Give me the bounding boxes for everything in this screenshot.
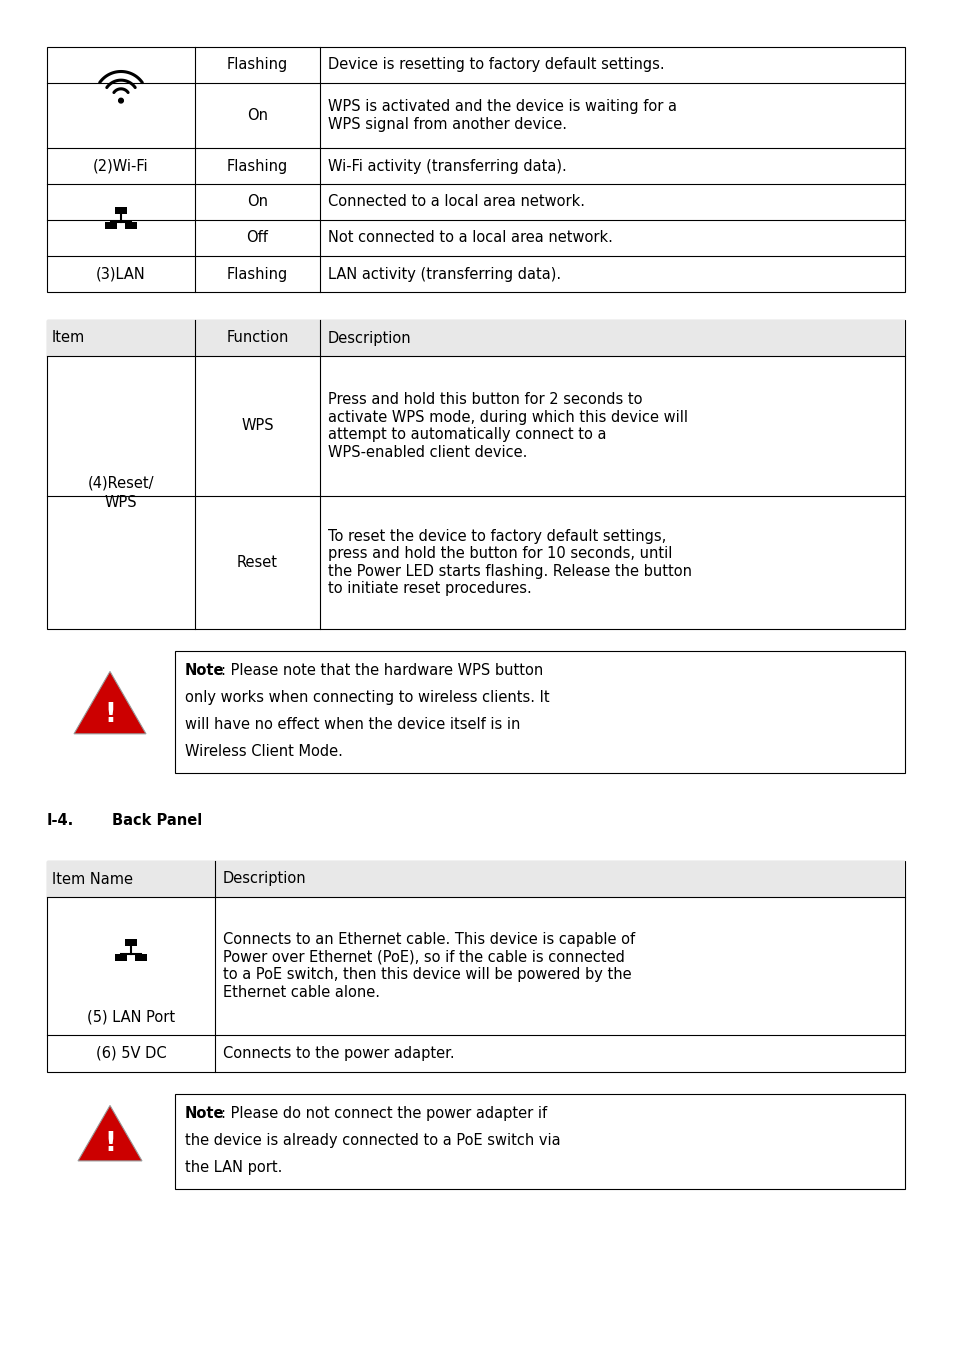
Text: Description: Description [223, 872, 306, 887]
Bar [174, 651, 904, 774]
Text: On: On [247, 108, 268, 123]
Bar [134, 954, 147, 961]
Text: (4)Reset/: (4)Reset/ [88, 475, 154, 490]
Text: Wireless Client Mode.: Wireless Client Mode. [185, 744, 342, 759]
Text: Connected to a local area network.: Connected to a local area network. [328, 194, 584, 209]
Bar [174, 1094, 904, 1189]
Text: Wi-Fi activity (transferring data).: Wi-Fi activity (transferring data). [328, 158, 566, 174]
Text: the device is already connected to a PoE switch via: the device is already connected to a PoE… [185, 1133, 560, 1147]
Text: I-4.: I-4. [47, 813, 74, 828]
Text: Item Name: Item Name [52, 872, 132, 887]
Text: Device is resetting to factory default settings.: Device is resetting to factory default s… [328, 58, 664, 73]
Text: LAN activity (transferring data).: LAN activity (transferring data). [328, 266, 560, 282]
Circle shape [118, 99, 123, 103]
Text: Flashing: Flashing [227, 158, 288, 174]
Polygon shape [78, 1106, 142, 1161]
Text: Flashing: Flashing [227, 58, 288, 73]
Text: Description: Description [328, 331, 411, 346]
Text: will have no effect when the device itself is in: will have no effect when the device itse… [185, 717, 519, 732]
Bar [47, 320, 904, 629]
Text: (6) 5V DC: (6) 5V DC [95, 1046, 166, 1061]
Text: Press and hold this button for 2 seconds to
activate WPS mode, during which this: Press and hold this button for 2 seconds… [328, 393, 687, 459]
Text: Off: Off [246, 231, 268, 246]
Text: Note: Note [185, 663, 224, 678]
Text: !: ! [104, 702, 116, 728]
Bar [114, 208, 127, 215]
Text: the LAN port.: the LAN port. [185, 1160, 282, 1174]
Polygon shape [74, 671, 146, 734]
Text: (3)LAN: (3)LAN [96, 266, 146, 282]
Text: Reset: Reset [236, 555, 277, 570]
Text: Back Panel: Back Panel [112, 813, 202, 828]
Polygon shape [78, 1157, 142, 1161]
Bar [47, 861, 904, 1072]
Text: On: On [247, 194, 268, 209]
Text: To reset the device to factory default settings,
press and hold the button for 1: To reset the device to factory default s… [328, 529, 691, 597]
Text: Note: Note [185, 1106, 224, 1120]
Text: WPS: WPS [241, 418, 274, 433]
Text: Item: Item [52, 331, 85, 346]
Text: WPS is activated and the device is waiting for a
WPS signal from another device.: WPS is activated and the device is waiti… [328, 100, 677, 132]
Polygon shape [74, 729, 146, 734]
Bar [125, 223, 136, 230]
Text: (2)Wi-Fi: (2)Wi-Fi [93, 158, 149, 174]
Text: only works when connecting to wireless clients. It: only works when connecting to wireless c… [185, 690, 549, 705]
Bar [47, 861, 904, 896]
Text: !: ! [104, 1131, 116, 1157]
Bar [47, 47, 904, 292]
Text: Connects to the power adapter.: Connects to the power adapter. [223, 1046, 455, 1061]
Text: Function: Function [226, 331, 289, 346]
Text: : Please note that the hardware WPS button: : Please note that the hardware WPS butt… [221, 663, 542, 678]
Bar [105, 223, 117, 230]
Text: : Please do not connect the power adapter if: : Please do not connect the power adapte… [221, 1106, 547, 1120]
Bar [47, 320, 904, 356]
Text: WPS: WPS [105, 495, 137, 510]
Text: Connects to an Ethernet cable. This device is capable of
Power over Ethernet (Po: Connects to an Ethernet cable. This devi… [223, 933, 635, 999]
Bar [125, 940, 137, 946]
Text: Flashing: Flashing [227, 266, 288, 282]
Text: Not connected to a local area network.: Not connected to a local area network. [328, 231, 612, 246]
Bar [115, 954, 127, 961]
Text: (5) LAN Port: (5) LAN Port [87, 1010, 175, 1025]
